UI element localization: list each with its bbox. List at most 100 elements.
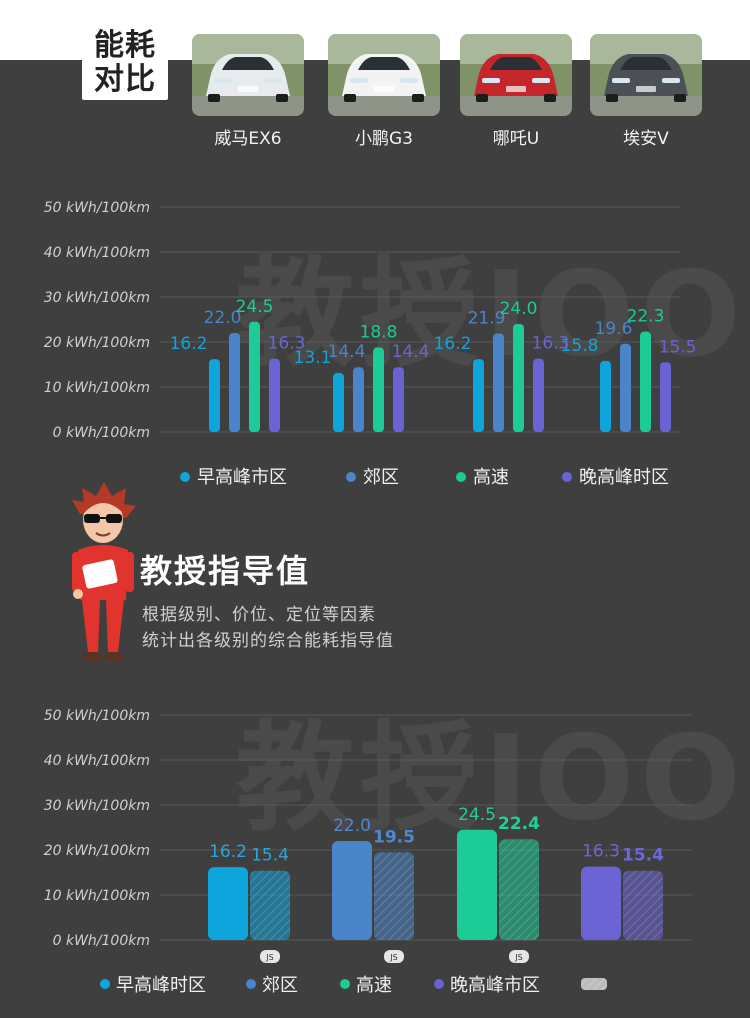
chart1-value-label: 15.8 bbox=[561, 336, 599, 356]
chart2-ytick-label: 10 kWh/100km bbox=[44, 888, 150, 904]
chart2-badge-text: JS bbox=[514, 953, 522, 962]
chart1-value-label: 15.5 bbox=[659, 337, 697, 357]
chart2-legend-label: 早高峰时区 bbox=[116, 975, 206, 996]
chart2-bar bbox=[208, 867, 248, 940]
chart-guide-values: 0 kWh/100km 10 kWh/100km 20 kWh/100km 30 kW… bbox=[44, 708, 692, 996]
chart1-value-label: 13.1 bbox=[294, 348, 332, 368]
chart2-legend-swatch bbox=[100, 979, 110, 989]
chart2-bar-hatch bbox=[499, 839, 539, 940]
chart2-bar-hatch bbox=[374, 852, 414, 940]
chart1-value-label: 16.2 bbox=[170, 334, 208, 354]
chart1-bar bbox=[620, 343, 631, 432]
professor-avatar-icon bbox=[72, 482, 136, 662]
guide-description-line-2: 统计出各级别的综合能耗指导值 bbox=[142, 631, 394, 651]
chart1-legend-swatch bbox=[456, 472, 466, 482]
chart1-bar bbox=[353, 367, 364, 432]
chart1-value-label: 21.9 bbox=[468, 308, 506, 328]
car-photo-3 bbox=[460, 34, 572, 116]
chart1-legend-swatch bbox=[180, 472, 190, 482]
chart1-value-label: 24.5 bbox=[236, 297, 274, 317]
chart2-bar bbox=[457, 829, 497, 940]
chart2-badge-text: JS bbox=[265, 953, 273, 962]
chart2-legend-hatched-pattern bbox=[581, 978, 607, 990]
chart2-value-label: 19.5 bbox=[373, 827, 415, 847]
chart2-value-label: 16.2 bbox=[209, 842, 247, 862]
chart2-ytick-label: 50 kWh/100km bbox=[44, 708, 150, 724]
chart2-badge-text: JS bbox=[389, 953, 397, 962]
chart1-ytick-label: 10 kWh/100km bbox=[44, 380, 150, 396]
chart2-bar bbox=[581, 866, 621, 940]
chart1-bar bbox=[393, 367, 404, 432]
chart1-legend-swatch bbox=[346, 472, 356, 482]
guide-description-line-1: 根据级别、价位、定位等因素 bbox=[142, 605, 376, 625]
car-photo-4 bbox=[590, 34, 702, 116]
chart2-legend-swatch bbox=[340, 979, 350, 989]
chart2-value-label: 24.5 bbox=[458, 805, 496, 825]
chart1-bar bbox=[249, 321, 260, 432]
chart2-badge bbox=[509, 950, 529, 963]
chart1-bar bbox=[373, 347, 384, 432]
chart2-legend-label: 郊区 bbox=[262, 975, 298, 996]
chart1-bar bbox=[660, 362, 671, 432]
chart1-legend-label: 晚高峰时区 bbox=[579, 467, 669, 488]
chart1-value-label: 24.0 bbox=[500, 299, 538, 319]
chart1-value-label: 22.3 bbox=[627, 307, 665, 327]
chart1-legend-swatch bbox=[562, 472, 572, 482]
chart1-value-label: 19.6 bbox=[595, 319, 633, 339]
chart1-ytick-label: 0 kWh/100km bbox=[53, 425, 150, 441]
chart1-legend-label: 早高峰市区 bbox=[197, 467, 287, 488]
car-photo-1 bbox=[192, 34, 304, 116]
chart1-bar bbox=[493, 333, 504, 432]
chart2-badge bbox=[260, 950, 280, 963]
chart1-bar bbox=[269, 358, 280, 432]
chart1-bar bbox=[640, 331, 651, 432]
chart1-value-label: 16.3 bbox=[532, 334, 570, 354]
chart1-bar bbox=[600, 360, 611, 432]
chart2-value-label: 15.4 bbox=[251, 846, 289, 866]
watermark-upper: 教授IOO bbox=[236, 245, 747, 383]
chart1-value-label: 18.8 bbox=[360, 322, 398, 342]
chart2-badge bbox=[384, 950, 404, 963]
chart1-legend-label: 高速 bbox=[473, 467, 509, 488]
chart-energy-comparison: 0 kWh/100km 10 kWh/100km 20 kWh/100km 30 kW… bbox=[44, 200, 697, 488]
car-photo-2 bbox=[328, 34, 440, 116]
chart2-bar bbox=[332, 841, 372, 940]
chart1-bar bbox=[513, 324, 524, 432]
chart2-ytick-label: 30 kWh/100km bbox=[44, 798, 150, 814]
chart2-legend-label: 晚高峰市区 bbox=[450, 975, 540, 996]
watermark-lower: 教授IOO bbox=[236, 709, 747, 847]
chart2-ytick-label: 0 kWh/100km bbox=[53, 933, 150, 949]
chart2-ytick-label: 20 kWh/100km bbox=[44, 843, 150, 859]
chart1-bar bbox=[473, 359, 484, 432]
chart2-value-label: 22.0 bbox=[333, 816, 371, 836]
car-name-1: 威马EX6 bbox=[214, 129, 282, 149]
chart1-value-label: 16.3 bbox=[268, 334, 306, 354]
chart1-value-label: 14.4 bbox=[328, 342, 366, 362]
chart1-bar bbox=[333, 373, 344, 432]
chart1-bar bbox=[209, 359, 220, 432]
chart2-value-label: 15.4 bbox=[622, 846, 664, 866]
chart2-legend-label: 高速 bbox=[356, 975, 392, 996]
chart1-bar bbox=[533, 358, 544, 432]
chart1-ytick-label: 20 kWh/100km bbox=[44, 335, 150, 351]
chart2-legend-swatch bbox=[434, 979, 444, 989]
car-name-3: 哪吒U bbox=[492, 129, 540, 149]
chart2-ytick-label: 40 kWh/100km bbox=[44, 753, 150, 769]
chart1-legend-label: 郊区 bbox=[363, 467, 399, 488]
guide-title: 教授指导值 bbox=[140, 552, 311, 590]
chart1-ytick-label: 40 kWh/100km bbox=[44, 245, 150, 261]
title-line-2: 对比 bbox=[94, 62, 156, 97]
chart2-value-label: 16.3 bbox=[582, 842, 620, 862]
car-name-4: 埃安V bbox=[623, 129, 669, 149]
chart2-legend-swatch bbox=[246, 979, 256, 989]
chart2-bar-hatch bbox=[250, 870, 290, 940]
chart2-value-label: 22.4 bbox=[498, 814, 540, 834]
chart1-bar bbox=[229, 333, 240, 432]
chart1-value-label: 22.0 bbox=[204, 308, 242, 328]
chart1-value-label: 14.4 bbox=[392, 342, 430, 362]
chart1-value-label: 16.2 bbox=[434, 334, 472, 354]
section-title: 能耗 对比 bbox=[82, 26, 168, 100]
title-line-1: 能耗 bbox=[94, 28, 156, 63]
chart1-ytick-label: 30 kWh/100km bbox=[44, 290, 150, 306]
